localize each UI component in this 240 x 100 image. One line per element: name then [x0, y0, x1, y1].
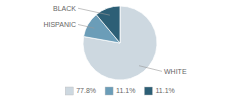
slice-label: HISPANIC — [43, 21, 76, 28]
legend-label: 11.1% — [116, 87, 135, 94]
pie-slice — [83, 6, 157, 80]
legend: 77.8% 11.1% 11.1% — [65, 87, 175, 95]
leader-line — [78, 24, 94, 28]
legend-swatch — [144, 87, 152, 95]
pie-slice — [96, 6, 120, 43]
legend-item: 77.8% — [65, 87, 96, 95]
slice-label: BLACK — [53, 5, 76, 12]
leader-line — [139, 66, 162, 72]
slice-label: WHITE — [164, 68, 187, 75]
legend-item: 11.1% — [144, 87, 174, 95]
slice-labels: WHITE HISPANIC BLACK — [43, 5, 186, 75]
legend-label: 77.8% — [76, 87, 96, 94]
legend-item: 11.1% — [105, 87, 135, 95]
legend-label: 11.1% — [155, 87, 174, 94]
pie — [83, 6, 157, 80]
leader-line — [78, 8, 110, 15]
legend-swatch — [105, 87, 113, 95]
chart: WHITE HISPANIC BLACK 77.8% 11.1% 11.1% — [0, 0, 240, 100]
legend-swatch — [65, 87, 73, 95]
